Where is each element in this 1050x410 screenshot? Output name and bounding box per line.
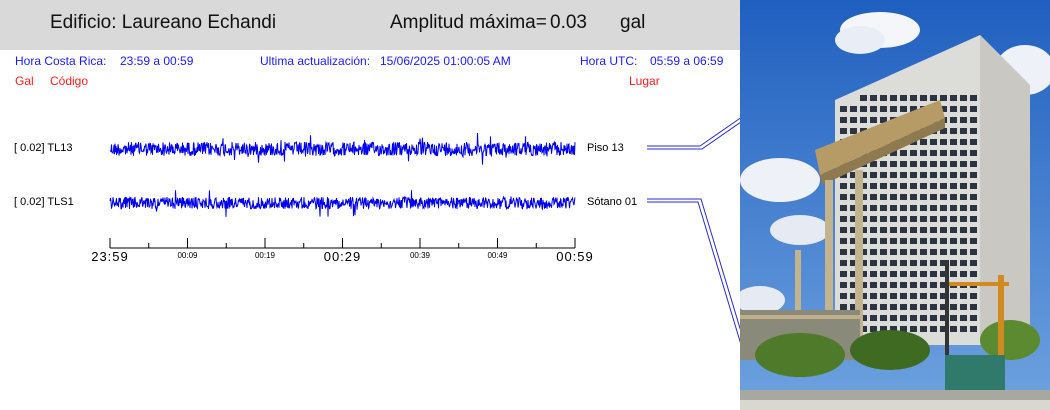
- time-label-major: 00:59: [556, 249, 594, 264]
- update-label: Ultima actualización:: [260, 54, 371, 68]
- leader-line-piso13-b: [647, 122, 740, 150]
- utc-label: Hora UTC:: [580, 54, 638, 68]
- amplitude-value: 0.03: [550, 12, 587, 33]
- place-label-piso13: Piso 13: [587, 142, 624, 154]
- time-label-major: 00:29: [324, 249, 362, 264]
- leader-line-sotano01-b: [647, 201, 740, 382]
- building-label: Edificio: Laureano Echandi: [50, 12, 277, 33]
- leader-line-sotano01: [647, 198, 740, 379]
- time-label-minor: 00:49: [487, 251, 508, 260]
- update-value: 15/06/2025 01:00:05 AM: [380, 54, 511, 68]
- cr-time-label: Hora Costa Rica:: [15, 54, 107, 68]
- time-label-major: 23:59: [91, 249, 129, 264]
- leader-line-piso13: [647, 117, 740, 147]
- col-place-header: Lugar: [629, 74, 660, 88]
- amplitude-label: Amplitud máxima=: [390, 12, 547, 33]
- seismogram-chart: 23:59 00:09 00:19 00:29 00:39 00:49 00:59: [91, 117, 740, 382]
- channel-label-tl13: [ 0.02] TL13: [14, 142, 73, 154]
- place-label-sotano01: Sótano 01: [587, 196, 638, 208]
- utc-value: 05:59 a 06:59: [650, 54, 724, 68]
- header-bar: Edificio: Laureano Echandi Amplitud máxi…: [0, 0, 740, 50]
- time-label-minor: 00:39: [410, 251, 431, 260]
- col-gal-header: Gal: [15, 74, 34, 88]
- cr-time-value: 23:59 a 00:59: [120, 54, 194, 68]
- trace-tls1: [109, 190, 576, 217]
- building-photo: [740, 0, 1050, 410]
- channel-label-tls1: [ 0.02] TLS1: [14, 196, 74, 208]
- trace-tl13: [109, 132, 576, 165]
- time-label-minor: 00:09: [177, 251, 198, 260]
- time-label-minor: 00:19: [255, 251, 276, 260]
- amplitude-unit: gal: [620, 12, 646, 33]
- time-ticks: [109, 238, 576, 248]
- col-code-header: Código: [50, 74, 89, 88]
